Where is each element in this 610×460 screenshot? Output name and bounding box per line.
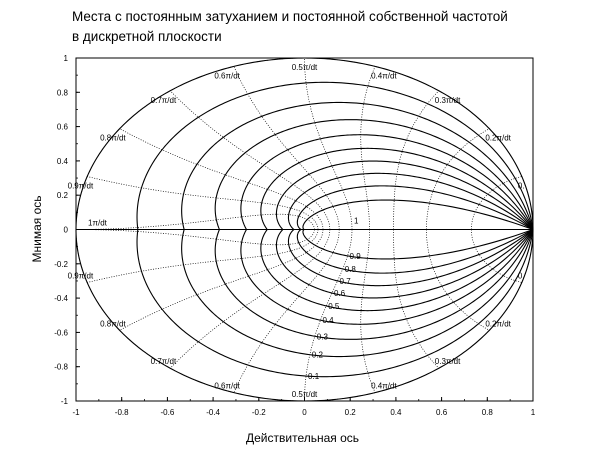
natural-frequency-curve-lower: [75, 229, 315, 246]
damping-label: 0.5: [328, 302, 340, 311]
damping-curve-upper: [136, 81, 534, 230]
y-tick-label: 0.2: [57, 191, 69, 200]
natural-frequency-curve-upper: [87, 176, 319, 230]
damping-curve-upper: [302, 199, 534, 231]
damping-label: 0.1: [308, 372, 320, 381]
natural-frequency-curve-lower: [360, 229, 376, 393]
y-tick-label: -0.4: [54, 294, 68, 303]
y-tick-label: -1: [61, 397, 69, 406]
natural-frequency-curve-upper: [426, 128, 490, 230]
damping-label: 0.8: [345, 265, 357, 274]
y-axis-label: Мнимая ось: [30, 195, 44, 263]
x-tick-label: -0.6: [161, 408, 175, 417]
damping-label: 0.9: [350, 252, 362, 261]
damping-curve-lower: [181, 229, 534, 358]
x-tick-label: -0.2: [252, 408, 266, 417]
damping-curve-upper: [260, 147, 534, 230]
x-tick-label: 0.2: [345, 408, 357, 417]
frequency-label-lower: 0.4π/dt: [371, 382, 397, 391]
damping-curve-lower: [240, 229, 534, 325]
damping-curve-lower: [296, 229, 534, 274]
x-tick-label: -0.8: [115, 408, 129, 417]
damping-curve-upper: [296, 185, 534, 230]
frequency-label-lower: 0.6π/dt: [214, 382, 240, 391]
damping-curve-upper: [287, 172, 534, 230]
damping-curve-lower: [302, 228, 534, 260]
frequency-label-upper: 0.7π/dt: [151, 96, 177, 105]
natural-frequency-curve-lower: [169, 229, 331, 369]
damping-curve-lower: [275, 229, 534, 299]
damping-label: 0.6: [334, 289, 346, 298]
damping-label: 0.2: [312, 351, 324, 360]
y-tick-label: 0: [64, 226, 69, 235]
frequency-label-upper: 0.: [518, 182, 525, 191]
frequency-label-upper: 0.9π/dt: [68, 182, 94, 191]
damping-curve-lower: [287, 229, 534, 287]
damping-curve-upper: [75, 57, 534, 230]
chart-title-line-1: Места с постоянным затуханием и постоянн…: [72, 9, 508, 24]
natural-frequency-curve-lower: [426, 229, 490, 331]
y-tick-label: 0.4: [57, 157, 69, 166]
x-tick-label: 0.4: [390, 408, 402, 417]
damping-curve-lower: [75, 229, 534, 402]
frequency-label-upper: 0.3π/dt: [435, 96, 461, 105]
natural-frequency-curve-upper: [169, 90, 331, 230]
x-tick-label: 1: [531, 408, 536, 417]
natural-frequency-curve-upper: [393, 90, 440, 230]
frequency-label-upper: 0.4π/dt: [371, 71, 397, 80]
natural-frequency-curve-lower: [233, 229, 340, 393]
frequency-label-upper: 0.5π/dt: [292, 63, 318, 72]
frequency-label-upper: 0.8π/dt: [100, 134, 126, 143]
x-tick-label: -0.4: [206, 408, 220, 417]
y-tick-label: -0.6: [54, 328, 68, 337]
damping-curve-upper: [240, 134, 534, 230]
damping-label: 0.4: [322, 316, 334, 325]
x-tick-label: 0.6: [436, 408, 448, 417]
damping-curve-lower: [260, 229, 534, 312]
frequency-label-upper: 0.2π/dt: [485, 134, 511, 143]
natural-frequency-curve-lower: [304, 229, 353, 402]
frequency-label-lower: 0.2π/dt: [485, 319, 511, 328]
natural-frequency-curve-upper: [360, 66, 376, 230]
damping-curve-upper: [214, 119, 534, 230]
y-tick-label: -0.2: [54, 260, 68, 269]
frequency-label-upper: 1π/dt: [88, 219, 108, 228]
damping-curve-upper: [181, 101, 534, 230]
frequency-label-lower: 0.3π/dt: [435, 357, 461, 366]
y-tick-label: 0.8: [57, 88, 69, 97]
damping-curve-upper: [275, 160, 534, 230]
natural-frequency-curve-upper: [75, 213, 315, 230]
frequency-label-lower: 0.7π/dt: [151, 357, 177, 366]
damping-label: 0.7: [340, 277, 352, 286]
natural-frequency-curve-upper: [119, 128, 324, 230]
damping-curve-lower: [136, 229, 534, 378]
natural-frequency-curve-upper: [304, 57, 353, 230]
damping-curve-lower: [214, 229, 534, 340]
y-tick-label: 1: [64, 54, 69, 63]
natural-frequency-curve-lower: [87, 229, 319, 283]
frequency-label-lower: 0.5π/dt: [292, 390, 318, 399]
chart-title-line-2: в дискретной плоскости: [72, 29, 222, 44]
x-tick-label: 0: [302, 408, 307, 417]
x-tick-label: 0.8: [482, 408, 494, 417]
x-axis-label: Действительная ось: [246, 431, 360, 445]
natural-frequency-curve-upper: [233, 66, 340, 230]
frequency-label-lower: 0.9π/dt: [68, 271, 94, 280]
natural-frequency-curve-lower: [119, 229, 324, 331]
frequency-label-lower: 0.: [518, 271, 525, 280]
natural-frequency-curve-lower: [393, 229, 440, 369]
y-tick-label: 0.6: [57, 123, 69, 132]
x-tick-label: -1: [72, 408, 80, 417]
frequency-label-lower: 0.8π/dt: [100, 319, 126, 328]
damping-label: 1: [354, 217, 359, 226]
damping-label: 0.3: [317, 332, 329, 341]
frequency-label-upper: 0.6π/dt: [214, 71, 240, 80]
y-tick-label: -0.8: [54, 363, 68, 372]
